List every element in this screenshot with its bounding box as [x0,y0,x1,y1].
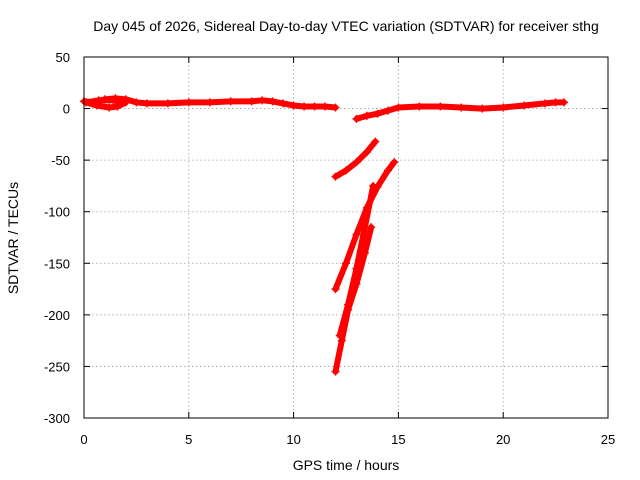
data-point [268,97,277,106]
data-point [321,102,330,111]
data-point [205,98,214,107]
y-tick-label: -250 [44,359,70,374]
data-point [132,98,141,107]
series-segment-deep [332,224,375,375]
data-point [331,172,340,181]
data-point [362,111,371,120]
data-point [520,101,529,110]
data-point [163,99,172,108]
data-point [436,102,445,111]
data-point [94,96,103,105]
x-tick-label: 10 [286,432,300,447]
y-axis-label: SDTVAR / TECUs [5,182,21,294]
data-point [352,158,361,167]
x-tick-label: 25 [601,432,615,447]
data-point [184,98,193,107]
series-segment-upper [332,138,379,180]
data-point [342,259,350,268]
data-point [109,96,118,105]
data-point [551,98,560,107]
y-tick-label: -50 [51,153,70,168]
y-tick-label: -300 [44,411,70,426]
data-point [352,230,361,239]
x-tick-label: 15 [391,432,405,447]
data-point [279,99,288,108]
y-tick-label: -100 [44,205,70,220]
data-point [352,279,361,288]
x-tick-label: 5 [185,432,192,447]
data-point [331,367,340,376]
data-point [113,102,122,111]
data-point [360,248,369,257]
data-point [258,96,267,105]
data-point [367,223,376,232]
data-point [344,305,353,314]
plot-frame [83,56,609,419]
tick-layer: 0 5 10 15 20 25 50 0 -50 -100 -150 -200 -250 -300 [44,50,615,447]
data-point [541,99,550,108]
data-point [383,106,392,115]
grid-layer [84,57,608,418]
data-point [226,97,235,106]
data-point [337,336,346,345]
data-point [457,103,466,112]
data-point [121,98,130,107]
data-point [331,103,340,112]
data-point [342,166,350,175]
data-point [105,103,114,112]
data-point [82,98,91,107]
data-point [310,102,319,111]
data-point [247,97,256,106]
data-point [362,147,371,156]
data-point [371,137,380,146]
y-tick-label: -200 [44,308,70,323]
x-tick-label: 20 [496,432,510,447]
data-point [352,114,361,123]
data-point [331,285,340,294]
data-point [478,104,487,113]
data-point [415,102,424,111]
y-tick-label: -150 [44,256,70,271]
data-point [559,98,568,107]
chart-title: Day 045 of 2026, Sidereal Day-to-day VTE… [93,18,599,34]
data-point [289,101,298,110]
x-tick-label: 0 [80,432,87,447]
data-point [499,103,508,112]
data-point [369,181,378,190]
data-point [92,101,101,110]
data-point [390,158,399,167]
data-point [142,99,151,108]
data-point [383,166,392,175]
x-axis-label: GPS time / hours [293,457,400,473]
data-layer [80,94,568,376]
data-point [300,102,309,111]
y-tick-label: 0 [63,102,70,117]
y-tick-label: 50 [56,50,70,65]
data-point [373,109,382,118]
data-point [394,103,403,112]
